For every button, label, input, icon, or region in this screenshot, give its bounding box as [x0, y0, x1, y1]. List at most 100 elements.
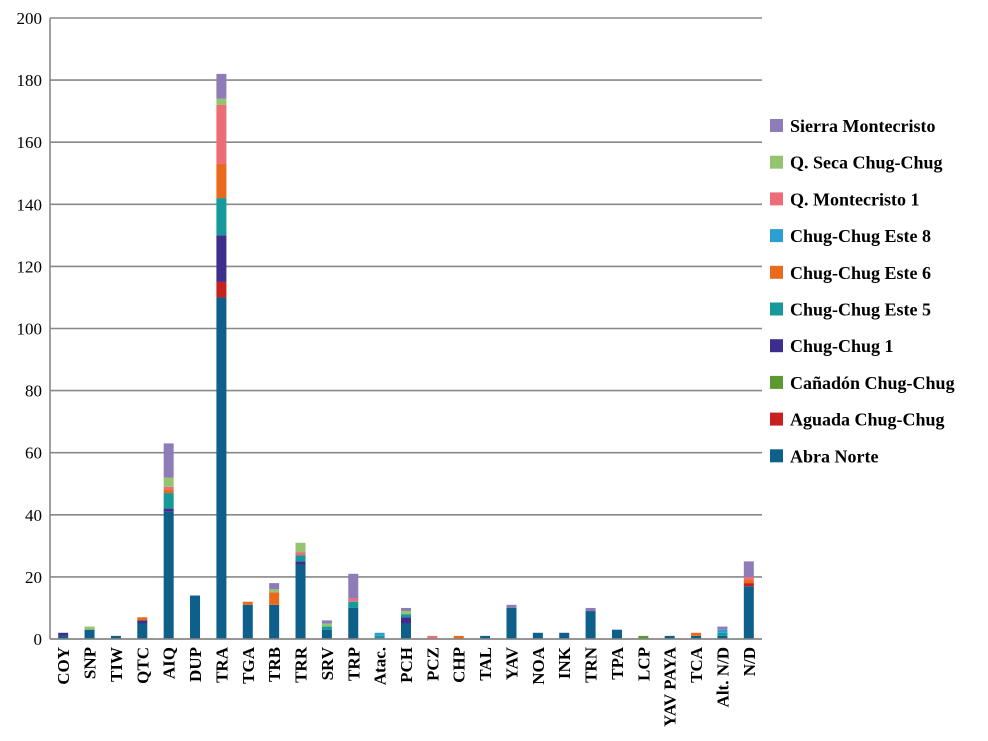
legend-swatch	[770, 449, 783, 463]
x-category-label: CHP	[450, 647, 469, 683]
bar-segment	[163, 511, 174, 639]
bar-segment	[506, 604, 517, 608]
gridlines	[50, 17, 762, 640]
bar-segment	[163, 477, 174, 487]
bar-segment	[691, 632, 702, 636]
legend-entry: Chug-Chug Este 8	[790, 226, 931, 246]
bar-segment	[295, 542, 306, 553]
bar-segment	[321, 626, 332, 630]
bar-segment	[717, 635, 728, 639]
y-tick-label: 180	[17, 71, 43, 90]
legend-entry: Sierra Montecristo	[790, 116, 935, 136]
x-category-label: TRA	[212, 646, 231, 683]
x-category-label: YAV PAYA	[661, 646, 680, 727]
bar-segment	[611, 629, 622, 639]
bar-segment	[559, 632, 570, 639]
x-category-label: YAV	[502, 646, 521, 680]
bar-segment	[110, 635, 121, 639]
bar-segment	[216, 104, 227, 164]
y-tick-label: 100	[17, 320, 43, 339]
legend: Sierra Montecristo Q. Seca Chug-Chug Q. Mo…	[770, 116, 955, 466]
x-category-label: AIQ	[160, 647, 179, 679]
legend-swatch	[770, 375, 783, 389]
bar-segment	[743, 561, 754, 577]
x-category-label: TIW	[107, 647, 126, 682]
legend-entry: Chug-Chug Este 5	[790, 300, 931, 320]
bar-segment	[480, 635, 491, 639]
bar-segment	[137, 623, 148, 639]
legend-entry: Q. Seca Chug-Chug	[790, 153, 943, 173]
bar-segment	[743, 580, 754, 584]
x-category-label: Atac.	[371, 647, 390, 685]
bar-segment	[216, 281, 227, 298]
x-category-label: PCZ	[423, 647, 442, 681]
y-tick-label: 60	[25, 444, 42, 463]
bar-segment	[321, 620, 332, 624]
y-tick-label: 160	[17, 133, 43, 152]
bar-segment	[295, 564, 306, 639]
x-category-label: TRP	[344, 647, 363, 681]
legend-entry: Chug-Chug Este 6	[790, 263, 931, 283]
bar-segment	[401, 614, 411, 618]
x-category-label: Alt. N/D	[713, 647, 732, 707]
y-tick-label: 140	[17, 195, 43, 214]
x-category-label: TCA	[687, 646, 706, 683]
bar-segment	[717, 632, 728, 636]
x-category-label: INK	[555, 646, 574, 679]
bar-segment	[137, 617, 148, 621]
legend-entry: Chug-Chug 1	[790, 336, 894, 356]
axes	[49, 18, 762, 640]
y-tick-label: 80	[25, 382, 42, 401]
legend-entry: Cañadón Chug-Chug	[790, 373, 955, 393]
bar-segment	[717, 629, 728, 633]
x-category-label: PCH	[397, 647, 416, 683]
x-category-label: QTC	[133, 647, 152, 684]
y-tick-label: 0	[34, 630, 43, 649]
bar-segment	[216, 198, 227, 236]
legend-swatch	[770, 155, 783, 169]
legend-entry: Q. Montecristo 1	[790, 189, 919, 209]
bar-segment	[269, 589, 280, 593]
bar-segment	[269, 583, 280, 590]
legend-swatch	[770, 229, 783, 243]
x-category-label: NOA	[529, 646, 548, 685]
legend-swatch	[770, 339, 783, 353]
bar-segment	[374, 635, 385, 639]
bar-segment	[401, 623, 411, 639]
bar-segment	[348, 573, 359, 599]
bar-segment	[216, 163, 227, 199]
bar-segment	[743, 583, 754, 587]
bar-segment	[216, 297, 227, 639]
legend-entry: Aguada Chug-Chug	[790, 410, 945, 430]
x-category-label: TPA	[608, 646, 627, 679]
bar-segment	[190, 595, 201, 639]
bar-segment	[348, 601, 359, 608]
x-axis-category-labels: COY SNP TIW QTC AIQ DUP TRA TGA TRB TRR SRV TRP Atac…	[54, 646, 759, 727]
bar-segment	[137, 620, 148, 624]
legend-entry: Abra Norte	[790, 446, 878, 466]
x-category-label: SRV	[318, 646, 337, 680]
x-category-label: TRB	[265, 647, 284, 682]
bar-segment	[295, 552, 306, 556]
legend-swatch	[770, 302, 783, 316]
bar-segment	[163, 486, 174, 490]
bar-segment	[321, 623, 332, 627]
bar-segment	[163, 493, 174, 509]
bar-segment	[58, 632, 69, 636]
bar-segment	[216, 73, 227, 99]
bar-segment	[585, 607, 596, 612]
bar-segment	[348, 598, 359, 602]
bar-segment	[401, 617, 411, 624]
bar-segment	[664, 635, 675, 639]
x-category-label: LCP	[634, 647, 653, 681]
x-category-label: TRN	[582, 646, 601, 683]
x-category-label: N/D	[740, 647, 759, 676]
bar-segment	[717, 626, 728, 630]
bar-segment	[638, 635, 649, 639]
bar-segment	[585, 611, 596, 639]
bar-segment	[269, 604, 280, 639]
bar-segment	[163, 443, 174, 478]
bar-segment	[242, 604, 253, 639]
legend-swatch	[770, 412, 783, 426]
